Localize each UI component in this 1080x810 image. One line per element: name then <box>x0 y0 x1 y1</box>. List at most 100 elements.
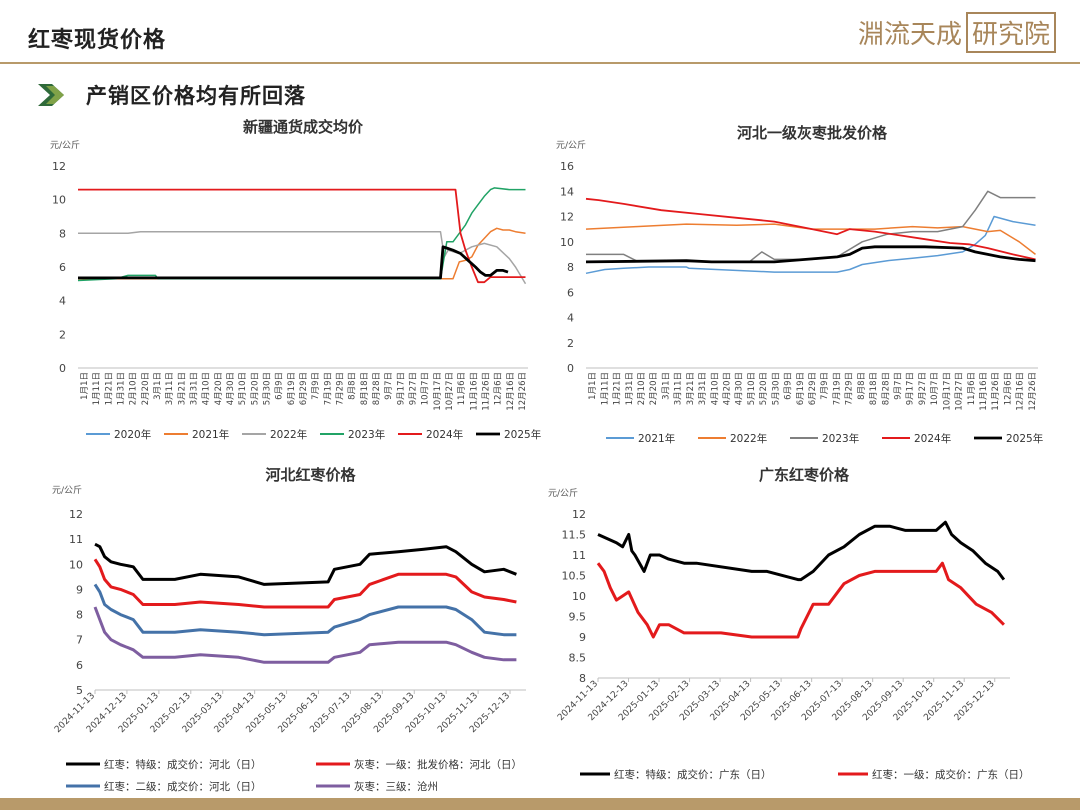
x-tick-label: 11月6日 <box>457 372 467 405</box>
x-tick-label: 11月6日 <box>967 372 977 405</box>
y-tick-label: 10 <box>572 590 586 603</box>
series-line <box>597 520 1006 582</box>
x-tick-label: 10月27日 <box>955 372 965 411</box>
x-tick-label: 2月20日 <box>141 372 151 405</box>
x-tick-label: 5月30日 <box>263 372 273 405</box>
x-tick-label: 10月7日 <box>421 372 431 405</box>
chart-hebei-red-dates: 河北红枣价格元/公斤567891011122024-11-132024-12-1… <box>52 466 526 793</box>
y-tick-label: 9.5 <box>569 611 587 624</box>
x-tick-label: 6月9日 <box>275 372 285 400</box>
legend-label: 2024年 <box>914 432 951 445</box>
x-tick-label: 1月21日 <box>613 372 623 405</box>
y-tick-label: 12 <box>572 508 586 521</box>
x-tick-label: 1月11日 <box>92 372 102 405</box>
legend-label: 2025年 <box>1006 432 1043 445</box>
x-tick-label: 3月21日 <box>177 372 187 405</box>
x-tick-label: 3月1日 <box>153 372 163 400</box>
x-tick-label: 9月27日 <box>918 372 928 405</box>
x-tick-label: 6月9日 <box>784 372 794 400</box>
y-tick-label: 0 <box>567 362 574 375</box>
x-tick-label: 7月9日 <box>311 372 321 400</box>
x-tick-label: 5月10日 <box>238 372 248 405</box>
x-tick-label: 12月6日 <box>494 372 504 405</box>
x-tick-label: 8月8日 <box>857 372 867 400</box>
series-line <box>78 227 526 280</box>
y-tick-label: 10 <box>69 558 83 571</box>
y-tick-label: 10.5 <box>562 570 587 583</box>
series-line <box>78 245 509 280</box>
series-line <box>94 542 517 586</box>
y-tick-label: 4 <box>567 312 574 325</box>
x-tick-label: 4月20日 <box>722 372 732 405</box>
x-tick-label: 2月20日 <box>649 372 659 405</box>
x-tick-label: 6月19日 <box>796 372 806 405</box>
x-tick-label: 1月1日 <box>588 372 598 400</box>
x-tick-label: 11月26日 <box>481 372 491 411</box>
x-tick-label: 8月28日 <box>881 372 891 405</box>
y-axis-unit-label: 元/公斤 <box>50 140 80 151</box>
y-tick-label: 10 <box>52 194 66 207</box>
y-tick-label: 2 <box>59 328 66 341</box>
x-tick-label: 9月17日 <box>396 372 406 405</box>
x-tick-label: 12月16日 <box>506 372 516 411</box>
chevron-right-icon <box>38 84 64 106</box>
x-tick-label: 3月21日 <box>686 372 696 405</box>
y-tick-label: 12 <box>560 211 574 224</box>
legend-label: 红枣：特级：成交价：广东（日） <box>614 768 772 781</box>
y-tick-label: 12 <box>52 160 66 173</box>
y-tick-label: 9 <box>76 583 83 596</box>
x-tick-label: 12月26日 <box>1028 372 1038 411</box>
series-line <box>78 188 526 284</box>
y-tick-label: 8 <box>567 261 574 274</box>
y-tick-label: 14 <box>560 185 574 198</box>
legend-label: 2023年 <box>822 432 859 445</box>
x-tick-label: 1月31日 <box>117 372 127 405</box>
series-line <box>585 215 1036 275</box>
legend-label: 红枣：一级：成交价：广东（日） <box>872 768 1030 781</box>
x-tick-label: 4月10日 <box>202 372 212 405</box>
x-tick-label: 4月30日 <box>735 372 745 405</box>
series-line <box>93 606 517 664</box>
y-axis-unit-label: 元/公斤 <box>548 488 578 499</box>
x-tick-label: 1月31日 <box>625 372 635 405</box>
x-tick-label: 6月29日 <box>299 372 309 405</box>
x-tick-label: 11月16日 <box>469 372 479 411</box>
y-tick-label: 6 <box>76 659 83 672</box>
y-tick-label: 7 <box>76 634 83 647</box>
x-tick-label: 12月26日 <box>518 372 528 411</box>
series-line <box>596 561 1005 639</box>
x-tick-label: 3月1日 <box>661 372 671 400</box>
chart-title: 河北一级灰枣批发价格 <box>737 124 888 142</box>
x-tick-label: 5月20日 <box>250 372 260 405</box>
x-tick-label: 10月17日 <box>433 372 443 411</box>
x-tick-label: 4月20日 <box>214 372 224 405</box>
x-tick-label: 6月29日 <box>808 372 818 405</box>
legend-label: 灰枣：三级：沧州 <box>354 780 438 793</box>
x-tick-label: 10月27日 <box>445 372 455 411</box>
x-tick-label: 7月19日 <box>323 372 333 405</box>
x-tick-label: 7月19日 <box>832 372 842 405</box>
x-tick-label: 10月7日 <box>930 372 940 405</box>
y-tick-label: 16 <box>560 160 574 173</box>
y-tick-label: 6 <box>59 261 66 274</box>
x-tick-label: 9月7日 <box>384 372 394 400</box>
chart-title: 新疆通货成交均价 <box>243 118 364 136</box>
x-tick-label: 1月1日 <box>80 372 90 400</box>
x-tick-label: 8月8日 <box>348 372 358 400</box>
x-tick-label: 7月29日 <box>845 372 855 405</box>
legend-label: 红枣：二级：成交价：河北（日） <box>104 780 262 793</box>
series-line <box>93 583 517 637</box>
legend-label: 2023年 <box>348 428 385 441</box>
series-line <box>77 187 526 282</box>
y-axis-unit-label: 元/公斤 <box>556 140 586 151</box>
x-tick-label: 5月20日 <box>759 372 769 405</box>
chart-guangdong-red-dates: 广东红枣价格元/公斤88.599.51010.51111.5122024-11-… <box>548 466 1030 781</box>
x-tick-label: 2月10日 <box>129 372 139 405</box>
x-tick-label: 4月10日 <box>710 372 720 405</box>
y-axis-unit-label: 元/公斤 <box>52 485 82 496</box>
x-tick-label: 1月11日 <box>600 372 610 405</box>
x-tick-label: 8月18日 <box>869 372 879 405</box>
x-tick-label: 11月26日 <box>991 372 1001 411</box>
y-tick-label: 9 <box>579 631 586 644</box>
